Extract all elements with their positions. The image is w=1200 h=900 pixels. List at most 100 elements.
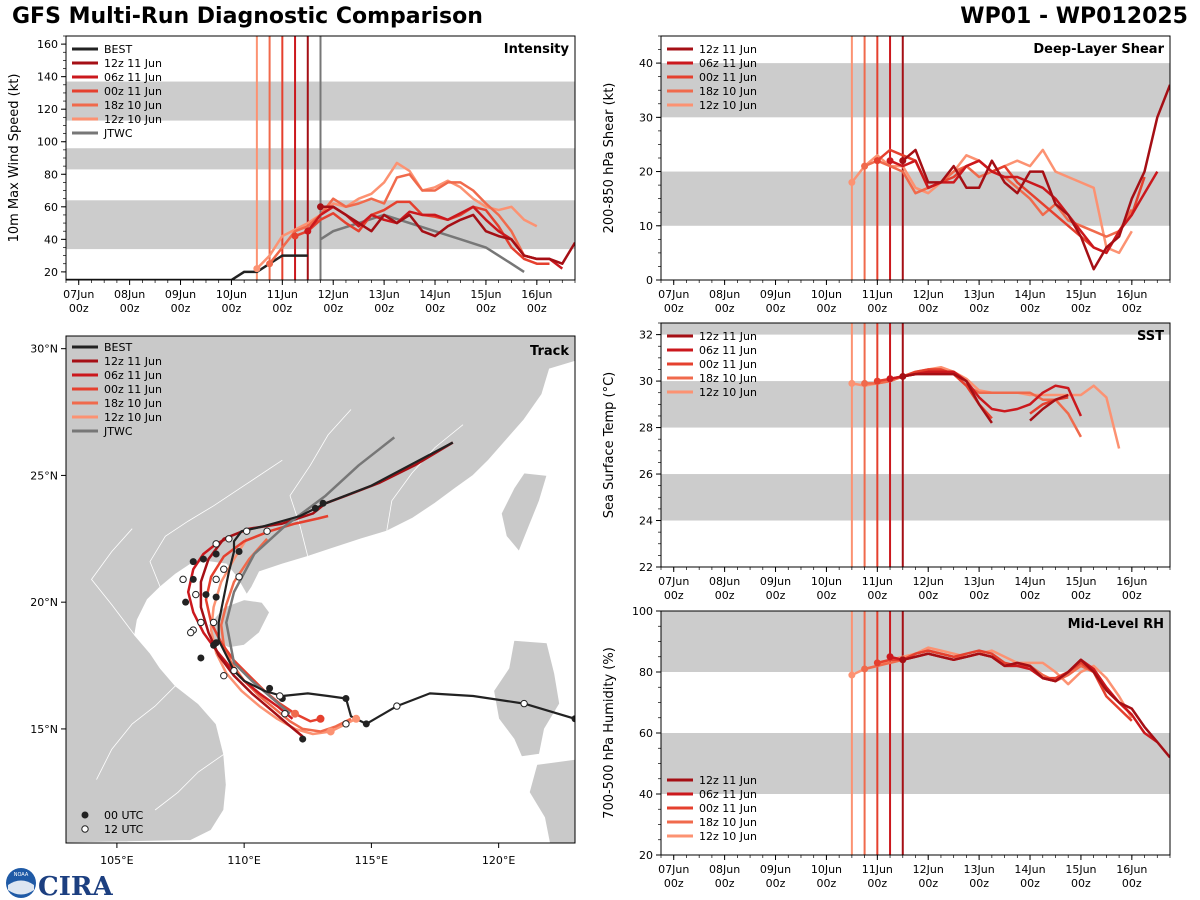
- series-start-marker-2: [873, 377, 881, 385]
- marker-12utc-13: [212, 575, 220, 584]
- x-tick-hour-1: 00z: [715, 877, 735, 890]
- marker-00utc-14: [199, 555, 207, 563]
- land-mass-2: [500, 472, 548, 553]
- lat-tick-label-0: 15°N: [30, 723, 58, 736]
- x-tick-hour-7: 00z: [1020, 589, 1040, 602]
- series-line-0: [901, 84, 1170, 271]
- lat-tick-label-2: 25°N: [30, 469, 58, 482]
- plot-area: [661, 611, 1170, 855]
- marker-00utc-13: [189, 558, 197, 566]
- series-start-marker-2: [291, 232, 299, 240]
- x-tick-hour-3: 00z: [817, 877, 837, 890]
- legend-label-4: 18z 10 Jun: [104, 397, 162, 410]
- legend-label-5: 12z 10 Jun: [104, 113, 162, 126]
- panel-intensity: 2040608010012014016007Jun00z08Jun00z09Ju…: [7, 35, 576, 315]
- x-tick-day-7: 14Jun: [1014, 288, 1045, 301]
- key-00utc-label: 00 UTC: [104, 809, 144, 822]
- y-tick-label-0: 22: [639, 561, 653, 574]
- x-tick-hour-9: 00z: [1122, 877, 1142, 890]
- y-tick-label-0: 0: [646, 274, 653, 287]
- land-mass-0: [66, 336, 575, 843]
- x-tick-hour-1: 00z: [715, 302, 735, 315]
- x-tick-day-5: 12Jun: [318, 288, 349, 301]
- legend-label-6: JTWC: [103, 425, 133, 438]
- x-tick-day-9: 16Jun: [1116, 863, 1147, 876]
- x-tick-hour-8: 00z: [1071, 302, 1091, 315]
- x-tick-hour-0: 00z: [664, 302, 684, 315]
- x-tick-day-8: 15Jun: [470, 288, 501, 301]
- lon-tick-label-1: 110°E: [227, 854, 260, 867]
- plot-area: [661, 323, 1170, 567]
- y-tick-label-2: 60: [44, 201, 58, 214]
- x-tick-hour-6: 00z: [969, 302, 989, 315]
- series-start-marker-1: [304, 227, 312, 235]
- y-tick-label-1: 24: [639, 515, 653, 528]
- marker-00utc-9: [202, 591, 210, 599]
- marker-00utc-7: [197, 654, 205, 662]
- x-tick-day-5: 12Jun: [913, 863, 944, 876]
- x-tick-day-7: 14Jun: [419, 288, 450, 301]
- marker-12utc-11: [192, 590, 200, 599]
- legend-label-3: 00z 11 Jun: [104, 383, 162, 396]
- marker-12utc-10: [187, 628, 195, 637]
- x-tick-hour-7: 00z: [1020, 302, 1040, 315]
- lon-tick-label-3: 120°E: [482, 854, 515, 867]
- x-tick-day-8: 15Jun: [1065, 863, 1096, 876]
- series-start-marker-3: [861, 162, 869, 170]
- y-tick-label-3: 30: [639, 111, 653, 124]
- y-tick-label-4: 100: [37, 136, 58, 149]
- best-track-line: [66, 254, 308, 280]
- panel-title: SST: [1137, 329, 1164, 344]
- x-tick-day-3: 10Jun: [811, 863, 842, 876]
- series-line-0: [320, 205, 575, 265]
- series-start-marker-3: [266, 260, 274, 268]
- series-line-0: [902, 372, 1069, 424]
- marker-12utc-6: [220, 671, 228, 680]
- x-tick-hour-2: 00z: [766, 589, 786, 602]
- x-tick-day-6: 13Jun: [369, 288, 400, 301]
- x-tick-hour-6: 00z: [969, 589, 989, 602]
- x-tick-day-0: 07Jun: [63, 288, 94, 301]
- marker-12utc-0: [520, 699, 528, 708]
- marker-12utc-15: [235, 573, 243, 581]
- x-tick-hour-4: 00z: [867, 877, 887, 890]
- land-mass-4: [528, 758, 575, 843]
- storm-id: WP01 - WP012025: [960, 4, 1188, 29]
- marker-00utc-18: [319, 499, 327, 507]
- y-tick-label-3: 80: [44, 168, 58, 181]
- y-tick-label-5: 120: [37, 103, 58, 116]
- marker-12utc-14: [220, 565, 228, 573]
- map-border-5: [154, 753, 225, 811]
- x-tick-hour-5: 00z: [918, 589, 938, 602]
- jtwc-track: [225, 436, 396, 715]
- y-axis-label: 10m Max Wind Speed (kt): [7, 74, 22, 243]
- x-tick-day-2: 09Jun: [165, 288, 196, 301]
- map-area: [66, 336, 575, 843]
- marker-00utc-3: [299, 735, 307, 743]
- noaa-badge-text: NOAA: [14, 872, 29, 878]
- run-position-dot-2: [352, 714, 361, 723]
- legend-label-0: 12z 11 Jun: [699, 43, 757, 56]
- legend-label-3: 18z 10 Jun: [699, 372, 757, 385]
- x-tick-day-8: 15Jun: [1065, 575, 1096, 588]
- x-tick-hour-1: 00z: [715, 589, 735, 602]
- x-tick-day-9: 16Jun: [1116, 288, 1147, 301]
- cira-wordmark: CIRA: [38, 872, 113, 900]
- y-tick-label-1: 10: [639, 220, 653, 233]
- shaded-band-2: [661, 323, 1170, 335]
- y-tick-label-4: 30: [639, 375, 653, 388]
- map-border-4: [96, 685, 176, 780]
- panel-rh: 2040608010007Jun00z08Jun00z09Jun00z10Jun…: [602, 605, 1171, 890]
- y-tick-label-2: 20: [639, 166, 653, 179]
- legend-label-1: 12z 11 Jun: [104, 355, 162, 368]
- y-tick-label-0: 20: [639, 849, 653, 862]
- panel-shear: 01020304007Jun00z08Jun00z09Jun00z10Jun00…: [602, 35, 1171, 315]
- series-start-marker-4: [848, 379, 856, 387]
- run-position-dot-0: [316, 714, 325, 723]
- marker-00utc-2: [342, 695, 350, 703]
- legend-label-3: 00z 11 Jun: [104, 85, 162, 98]
- marker-12utc-19: [263, 527, 271, 535]
